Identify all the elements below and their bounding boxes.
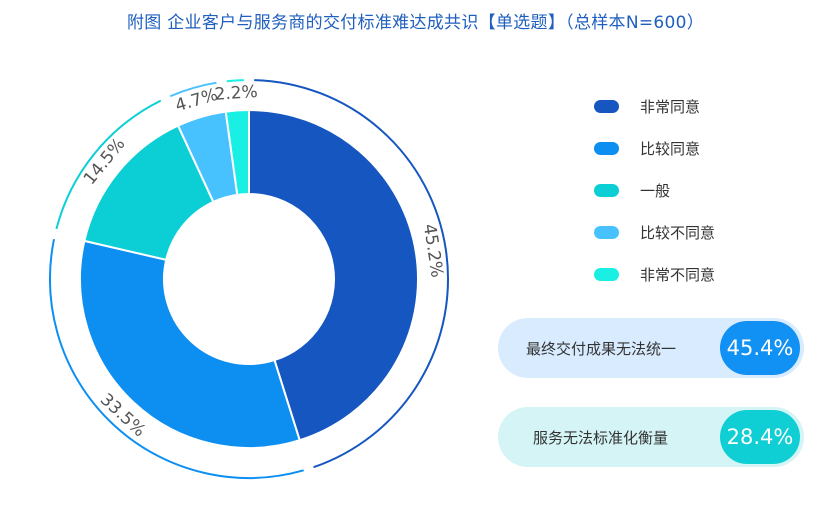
legend-item-3: 比较不同意 bbox=[594, 220, 715, 244]
callout-value-badge: 45.4% bbox=[720, 321, 800, 375]
legend-swatch bbox=[594, 267, 619, 281]
callout-label: 最终交付成果无法统一 bbox=[526, 339, 677, 358]
legend-item-0: 非常同意 bbox=[594, 94, 700, 118]
callout-label: 服务无法标准化衡量 bbox=[533, 428, 669, 447]
legend-label: 非常同意 bbox=[640, 97, 701, 116]
slice-value-label: 4.7% bbox=[173, 85, 220, 116]
legend-label: 非常不同意 bbox=[640, 265, 716, 284]
legend-swatch bbox=[594, 99, 619, 113]
legend-item-4: 非常不同意 bbox=[594, 262, 715, 286]
ring-segment bbox=[254, 79, 449, 469]
slice-value-label: 2.2% bbox=[214, 82, 258, 105]
donut-slice bbox=[224, 108, 250, 196]
callout-service-standardization: 服务无法标准化衡量 28.4% bbox=[498, 407, 804, 467]
legend-swatch bbox=[594, 183, 619, 197]
ring-segment bbox=[169, 81, 217, 98]
ring-segment bbox=[49, 239, 304, 479]
legend-item-2: 一般 bbox=[594, 178, 670, 202]
chart-title: 附图 企业客户与服务商的交付标准难达成共识【单选题】（总样本N=600） bbox=[126, 13, 705, 33]
donut-slices bbox=[79, 108, 419, 449]
callout-value-badge: 28.4% bbox=[720, 410, 800, 464]
ring-segment bbox=[226, 79, 244, 83]
legend-label: 比较同意 bbox=[640, 139, 701, 158]
ring-segment bbox=[55, 99, 162, 230]
legend-label: 比较不同意 bbox=[640, 223, 716, 242]
legend-swatch bbox=[594, 225, 619, 239]
legend-swatch bbox=[594, 141, 619, 155]
outer-ring-decoration bbox=[49, 79, 449, 479]
donut-slice bbox=[79, 239, 301, 449]
donut-slice bbox=[248, 108, 419, 442]
callout-final-deliverable: 最终交付成果无法统一 45.4% bbox=[498, 318, 804, 378]
legend-item-1: 比较同意 bbox=[594, 136, 700, 160]
legend-label: 一般 bbox=[640, 181, 671, 200]
